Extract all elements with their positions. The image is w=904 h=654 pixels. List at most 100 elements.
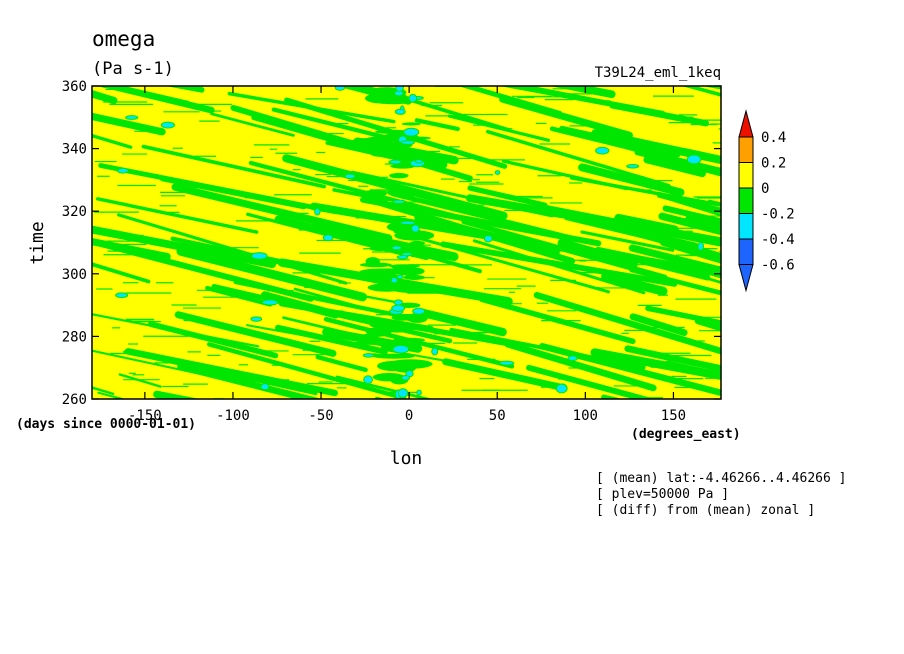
x-tick-label: 150 <box>661 408 686 424</box>
anomaly-patch <box>372 353 416 359</box>
anomaly-band <box>323 316 515 369</box>
anomaly-band <box>176 246 367 302</box>
anomaly-band <box>533 291 721 355</box>
anomaly-band <box>416 308 507 337</box>
anomaly-core <box>390 277 398 284</box>
anomaly-band <box>694 317 721 332</box>
anomaly-patch <box>361 333 387 337</box>
anomaly-band <box>638 222 721 240</box>
x-tick-label: -100 <box>216 408 250 424</box>
colorbar-swatch <box>738 136 754 163</box>
anomaly-core <box>555 383 568 394</box>
anomaly-patch <box>364 93 400 104</box>
anomaly-band <box>624 345 721 372</box>
anomaly-band <box>92 133 133 149</box>
colorbar-swatch <box>738 187 754 214</box>
x-axis-label: lon <box>390 448 423 469</box>
anomaly-band <box>681 86 721 97</box>
anomaly-band <box>92 349 259 388</box>
anomaly-band <box>549 86 616 99</box>
anomaly-band <box>92 225 277 269</box>
anomaly-band <box>92 112 166 136</box>
anomaly-patch <box>403 274 425 280</box>
anomaly-core <box>322 234 334 242</box>
anomaly-band <box>526 364 656 399</box>
anomaly-band <box>177 363 323 399</box>
anomaly-core <box>494 170 501 175</box>
anomaly-core <box>160 121 175 129</box>
anomaly-patch <box>403 316 420 321</box>
experiment-label: T39L24_eml_1keq <box>595 65 721 81</box>
colorbar-label: -0.2 <box>761 207 795 223</box>
anomaly-core <box>401 374 411 381</box>
y-axis-label: time <box>27 221 48 264</box>
chart-title: omega <box>92 27 155 51</box>
anomaly-band <box>92 89 118 105</box>
anomaly-core <box>394 108 406 115</box>
y-tick-label: 300 <box>62 267 87 283</box>
anomaly-core <box>697 241 705 251</box>
y-tick-label: 280 <box>62 329 87 345</box>
anomaly-core <box>595 146 610 155</box>
annotation-plev: [ plev=50000 Pa ] <box>596 487 729 502</box>
anomaly-band <box>374 396 386 399</box>
anomaly-band <box>691 265 721 279</box>
anomaly-core <box>403 127 420 137</box>
colorbar-swatch <box>738 238 754 265</box>
anomaly-band <box>315 354 368 373</box>
anomaly-band <box>663 360 721 380</box>
anomaly-patch <box>349 341 392 345</box>
colorbar-swatch <box>738 162 754 189</box>
annotation-diff: [ (diff) from (mean) zonal ] <box>596 503 815 518</box>
anomaly-band <box>165 86 205 93</box>
y-axis-units: (days since 0000-01-01) <box>16 417 196 432</box>
anomaly-band <box>92 386 115 396</box>
anomaly-band <box>210 112 295 137</box>
anomaly-band <box>332 188 389 202</box>
anomaly-patch <box>359 272 401 283</box>
anomaly-core <box>392 344 410 354</box>
anomaly-core <box>125 115 139 120</box>
anomaly-core <box>686 154 702 165</box>
x-tick-label: 50 <box>489 408 506 424</box>
anomaly-band <box>271 107 401 143</box>
anomaly-patch <box>375 129 409 134</box>
anomaly-band <box>659 195 721 217</box>
anomaly-core <box>626 163 640 169</box>
anomaly-band <box>93 239 314 302</box>
anomaly-core <box>408 93 418 103</box>
anomaly-band <box>118 373 162 388</box>
colorbar-extend-low <box>738 264 754 293</box>
anomaly-core <box>250 252 268 260</box>
anomaly-patch <box>368 147 396 157</box>
anomaly-core <box>250 316 263 322</box>
y-tick-label: 360 <box>62 79 87 95</box>
anomaly-band <box>504 340 657 392</box>
anomaly-patch <box>369 320 394 329</box>
anomaly-band <box>153 390 200 399</box>
anomaly-band <box>282 154 508 220</box>
anomaly-band <box>230 104 473 182</box>
x-axis: -150 -100 -50 0 50 100 150 <box>128 86 686 424</box>
anomaly-band <box>643 156 706 178</box>
anomaly-core <box>363 375 373 384</box>
anomaly-patch <box>409 240 426 246</box>
anomaly-core <box>115 292 129 299</box>
anomaly-band <box>124 348 338 397</box>
anomaly-band <box>414 118 460 132</box>
anomaly-band <box>499 95 633 139</box>
anomaly-band <box>645 305 721 326</box>
anomaly-patch <box>389 172 409 179</box>
anomaly-band <box>141 144 326 189</box>
anomaly-band <box>656 192 721 214</box>
anomaly-core <box>416 389 422 396</box>
colorbar-label: -0.4 <box>761 232 795 248</box>
colorbar-label: -0.6 <box>761 258 795 274</box>
anomaly-core <box>399 220 416 225</box>
chart-units: (Pa s-1) <box>92 59 174 79</box>
colorbar-extend-high <box>738 109 754 138</box>
anomaly-band <box>442 358 568 392</box>
anomaly-core <box>334 86 346 91</box>
anomaly-core <box>567 355 578 362</box>
anomaly-band <box>629 313 688 337</box>
